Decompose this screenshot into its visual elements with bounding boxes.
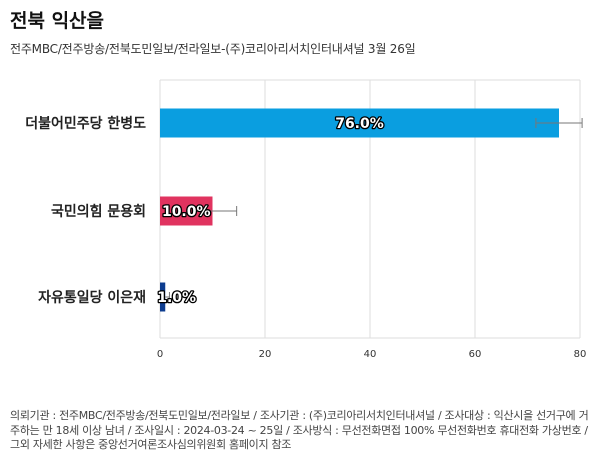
x-tick-label: 40 [364,349,377,360]
category-label: 더불어민주당 한병도 [25,115,146,132]
chart-subtitle: 전주MBC/전주방송/전북도민일보/전라일보-(주)코리아리서치인터내셔널 3월… [10,42,416,56]
bar [160,108,559,138]
x-tick-label: 0 [157,349,163,360]
data-label: 10.0% [162,204,211,220]
data-label: 1.0% [157,290,196,306]
data-label: 76.0% [335,116,384,132]
x-tick-label: 80 [574,349,587,360]
chart-title: 전북 익산을 [10,10,105,32]
x-tick-label: 60 [469,349,482,360]
category-label: 국민의힘 문용회 [51,203,146,220]
x-tick-label: 20 [259,349,272,360]
survey-footnote: 의뢰기관 : 전주MBC/전주방송/전북도민일보/전라일보 / 조사기관 : (… [10,409,589,451]
category-label: 자유통일당 이은재 [38,289,146,306]
bar-chart: 0 20 40 60 80 더불어민주당 한병도 76.0% 국민의힘 문용회 10.0% 자유통… [25,79,587,360]
